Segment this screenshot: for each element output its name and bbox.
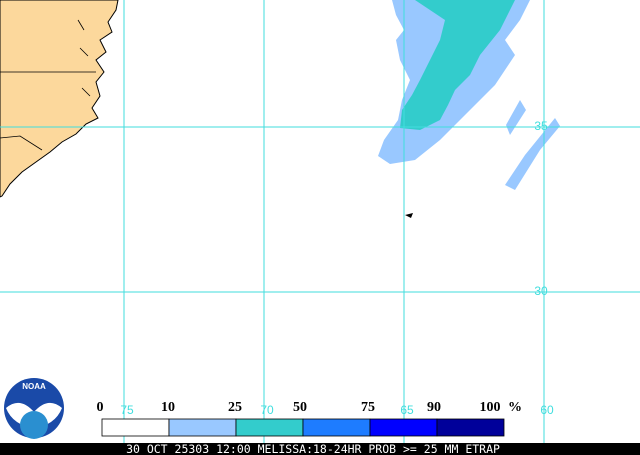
logo-sea: [20, 411, 48, 439]
legend-unit: %: [508, 400, 522, 415]
legend-label: 10: [161, 400, 175, 415]
footer-bar: [0, 443, 640, 455]
longitude-label: 65: [400, 403, 414, 417]
noaa-logo: NOAA: [4, 378, 64, 439]
latitude-label: 35: [534, 119, 548, 133]
legend-label: 90: [427, 400, 441, 415]
probability-field: [378, 0, 560, 218]
legend-swatch: [101, 418, 170, 437]
state-line: [0, 135, 43, 151]
footer-text: 30 OCT 25303 12:00 MELISSA:18-24HR PROB …: [126, 442, 500, 455]
legend-swatch: [302, 418, 371, 437]
longitude-label: 75: [120, 403, 134, 417]
legend-label: 100: [480, 400, 501, 415]
legend-label: 75: [361, 400, 375, 415]
logo-text: NOAA: [22, 382, 46, 391]
legend-label: 50: [293, 400, 307, 415]
legend-swatch: [369, 418, 438, 437]
island: [405, 213, 413, 218]
longitude-label: 70: [260, 403, 274, 417]
land: [0, 0, 119, 198]
prob-25-50: [400, 0, 515, 130]
latitude-label: 30: [534, 284, 548, 298]
coast: [0, 0, 119, 198]
legend-label: 0: [97, 400, 104, 415]
bay: [77, 19, 91, 97]
prob-10-25: [505, 100, 560, 190]
legend-swatch: [436, 418, 505, 437]
legend-swatch: [235, 418, 304, 437]
longitude-label: 60: [540, 403, 554, 417]
legend-label: 25: [228, 400, 242, 415]
legend-swatch: [168, 418, 237, 437]
